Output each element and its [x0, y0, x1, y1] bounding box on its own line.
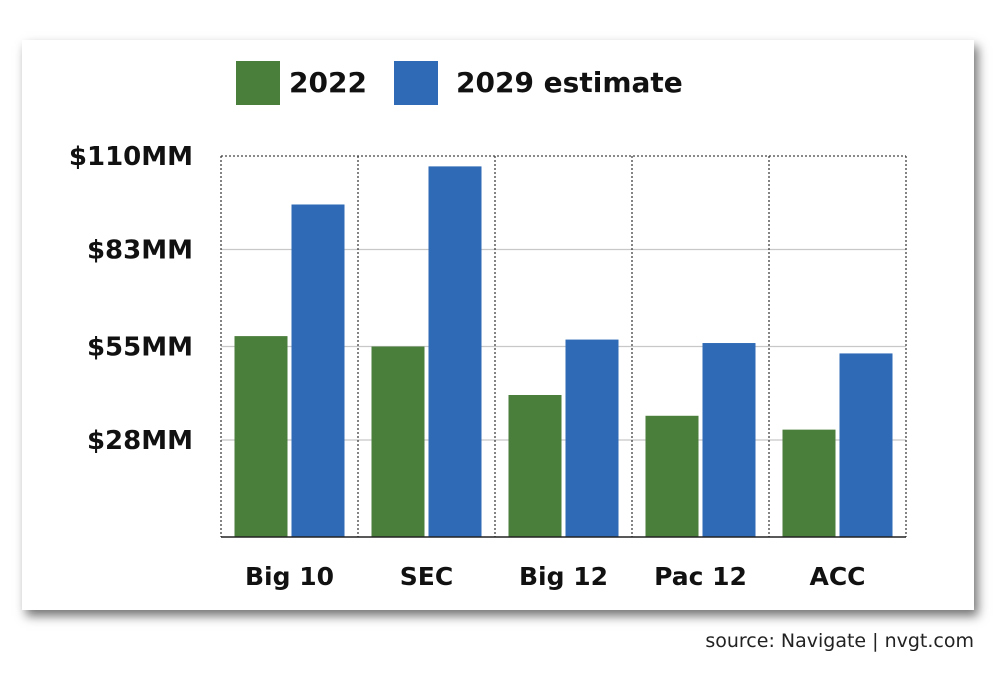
source-caption: source: Navigate | nvgt.com [705, 630, 974, 652]
legend-label-1: 2029 estimate [456, 66, 683, 99]
y-tick-label: $110MM [69, 142, 193, 172]
bar-2022-sec [371, 346, 425, 537]
bar-2029-estimate-pac-12 [702, 343, 756, 537]
bars [234, 166, 893, 537]
y-tick-labels: $28MM $55MM $83MM $110MM [69, 142, 193, 456]
category-label: Big 10 [245, 562, 334, 591]
category-label: SEC [400, 562, 453, 591]
y-tick-label: $28MM [87, 426, 193, 456]
bar-2022-big-10 [234, 336, 288, 537]
bar-2029-estimate-big-12 [565, 339, 619, 537]
bar-2022-acc [782, 429, 836, 537]
category-label: Pac 12 [654, 562, 747, 591]
bar-2029-estimate-big-10 [291, 204, 345, 537]
legend-swatch-0 [236, 61, 280, 105]
category-labels: Big 10 SEC Big 12 Pac 12 ACC [245, 562, 866, 591]
category-label: Big 12 [519, 562, 608, 591]
bar-2022-pac-12 [645, 415, 699, 537]
legend[interactable]: 2022 2029 estimate [236, 61, 683, 105]
legend-swatch-1 [394, 61, 438, 105]
legend-label-0: 2022 [289, 66, 367, 99]
y-tick-label: $83MM [87, 236, 193, 266]
bar-2022-big-12 [508, 394, 562, 537]
category-label: ACC [809, 562, 865, 591]
y-tick-label: $55MM [87, 333, 193, 363]
bar-2029-estimate-sec [428, 166, 482, 537]
bar-2029-estimate-acc [839, 353, 893, 537]
